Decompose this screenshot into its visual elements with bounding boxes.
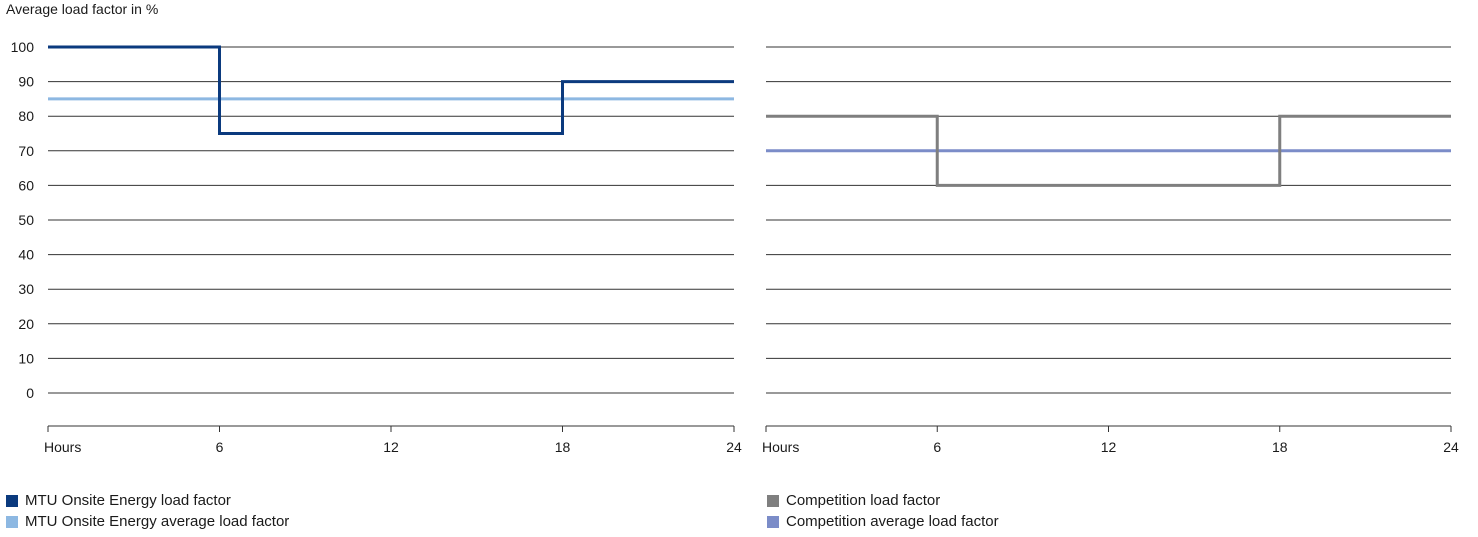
right-series-0: [766, 114, 1451, 187]
legend-item-competition-average: Competition average load factor: [767, 511, 999, 532]
legend-left: MTU Onsite Energy load factor MTU Onsite…: [6, 490, 289, 532]
legend-label-mtu-average: MTU Onsite Energy average load factor: [25, 513, 290, 530]
y-tick-label-0: 0: [26, 385, 34, 401]
y-tick-label-20: 20: [18, 316, 34, 332]
right-x-tick-label-18: 18: [1272, 439, 1288, 455]
legend-label-competition-average: Competition average load factor: [786, 513, 999, 530]
y-tick-label-70: 70: [18, 143, 34, 159]
legend-swatch-competition-average: [767, 515, 779, 528]
legend-item-mtu-average: MTU Onsite Energy average load factor: [6, 511, 289, 532]
right-x-tick-label-12: 12: [1101, 439, 1117, 455]
y-tick-label-50: 50: [18, 212, 34, 228]
legend-item-competition-load: Competition load factor: [767, 490, 999, 511]
right-x-tick-label-6: 6: [933, 439, 941, 455]
left-x-tick-label-6: 6: [216, 439, 224, 455]
left-x-tick-label-24: 24: [726, 439, 742, 455]
legend-right: Competition load factor Competition aver…: [767, 490, 999, 532]
y-tick-label-100: 100: [11, 39, 35, 55]
left-x-tick-label-18: 18: [555, 439, 571, 455]
y-tick-label-60: 60: [18, 177, 34, 193]
right-x-axis-label: Hours: [762, 439, 799, 455]
y-tick-label-80: 80: [18, 108, 34, 124]
legend-label-competition-load: Competition load factor: [786, 492, 941, 509]
left-series-0: [48, 45, 734, 135]
legend-item-mtu-load: MTU Onsite Energy load factor: [6, 490, 289, 511]
left-x-tick-label-12: 12: [383, 439, 399, 455]
legend-label-mtu-load: MTU Onsite Energy load factor: [25, 492, 231, 509]
right-x-tick-label-24: 24: [1443, 439, 1459, 455]
legend-swatch-mtu-load: [6, 494, 18, 507]
y-tick-label-10: 10: [18, 350, 34, 366]
legend-swatch-competition-load: [767, 494, 779, 507]
legend-swatch-mtu-average: [6, 515, 18, 528]
y-tick-label-40: 40: [18, 247, 34, 263]
y-tick-label-90: 90: [18, 74, 34, 90]
left-x-axis-label: Hours: [44, 439, 81, 455]
y-axis-label: Average load factor in %: [6, 1, 159, 17]
y-tick-label-30: 30: [18, 281, 34, 297]
